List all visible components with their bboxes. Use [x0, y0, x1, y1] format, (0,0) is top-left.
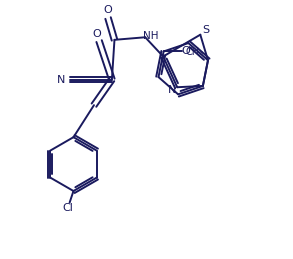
Text: O: O [104, 5, 113, 15]
Text: O: O [182, 46, 190, 56]
Text: CH₃: CH₃ [186, 47, 204, 57]
Text: N: N [167, 85, 176, 95]
Text: S: S [202, 25, 209, 35]
Text: O: O [92, 29, 101, 39]
Text: N: N [57, 75, 65, 84]
Text: NH: NH [143, 31, 159, 41]
Text: Cl: Cl [62, 203, 73, 213]
